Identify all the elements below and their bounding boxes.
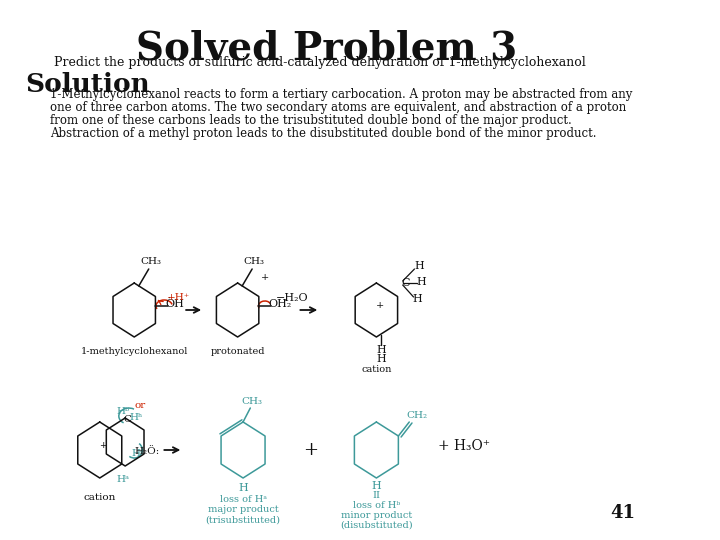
Text: H₂Ö:: H₂Ö: — [135, 448, 160, 456]
Text: H: H — [376, 354, 386, 364]
Text: protonated: protonated — [210, 347, 265, 355]
Text: +: + — [376, 300, 384, 309]
Text: +: + — [99, 442, 107, 450]
Text: 1-methylcyclohexanol: 1-methylcyclohexanol — [81, 347, 188, 355]
Text: CH₃: CH₃ — [242, 397, 263, 407]
Text: cation: cation — [84, 494, 116, 503]
Text: ÖH: ÖH — [166, 299, 184, 309]
Text: loss of Hᵃ: loss of Hᵃ — [220, 496, 266, 504]
Text: Solved Problem 3: Solved Problem 3 — [136, 30, 517, 68]
Text: H: H — [417, 277, 427, 287]
Text: + H₃O⁺: + H₃O⁺ — [438, 439, 490, 453]
Text: (disubstituted): (disubstituted) — [340, 521, 413, 530]
Text: minor product: minor product — [341, 510, 412, 519]
Text: cation: cation — [361, 364, 392, 374]
Text: OH₂: OH₂ — [269, 299, 292, 309]
Text: CH₃: CH₃ — [140, 258, 161, 267]
Text: H: H — [376, 345, 386, 355]
Text: C: C — [401, 278, 410, 288]
Text: Hᵃ: Hᵃ — [117, 476, 130, 484]
Text: loss of Hᵇ: loss of Hᵇ — [353, 501, 400, 510]
Text: CH₂: CH₂ — [406, 411, 427, 421]
Text: −H₂O: −H₂O — [276, 293, 308, 303]
Text: one of three carbon atoms. The two secondary atoms are equivalent, and abstracti: one of three carbon atoms. The two secon… — [50, 101, 626, 114]
Text: Predict the products of sulfuric acid-catalyzed dehydration of 1-methylcyclohexa: Predict the products of sulfuric acid-ca… — [55, 56, 586, 69]
Text: Hᶜ: Hᶜ — [132, 449, 144, 458]
Text: H: H — [414, 261, 424, 271]
Text: +: + — [302, 441, 318, 459]
Text: Abstraction of a methyl proton leads to the disubstituted double bond of the min: Abstraction of a methyl proton leads to … — [50, 127, 596, 140]
Text: +H⁺: +H⁺ — [167, 294, 190, 302]
Text: major product: major product — [207, 505, 279, 515]
Text: C: C — [123, 415, 131, 424]
Text: Hᵇ: Hᵇ — [117, 408, 130, 416]
Text: H: H — [372, 481, 382, 491]
Text: +: + — [261, 273, 269, 281]
Text: (trisubstituted): (trisubstituted) — [206, 516, 281, 524]
Text: Solution: Solution — [25, 72, 150, 97]
Text: 1-Methylcyclohexanol reacts to form a tertiary carbocation. A proton may be abst: 1-Methylcyclohexanol reacts to form a te… — [50, 88, 632, 101]
Text: from one of these carbons leads to the trisubstituted double bond of the major p: from one of these carbons leads to the t… — [50, 114, 572, 127]
Text: H: H — [413, 294, 422, 304]
Text: CH₃: CH₃ — [243, 258, 264, 267]
Text: 41: 41 — [610, 504, 635, 522]
Text: H: H — [238, 483, 248, 493]
Text: or: or — [134, 402, 145, 410]
Text: II: II — [372, 490, 380, 500]
Text: Hʰ: Hʰ — [130, 414, 143, 422]
